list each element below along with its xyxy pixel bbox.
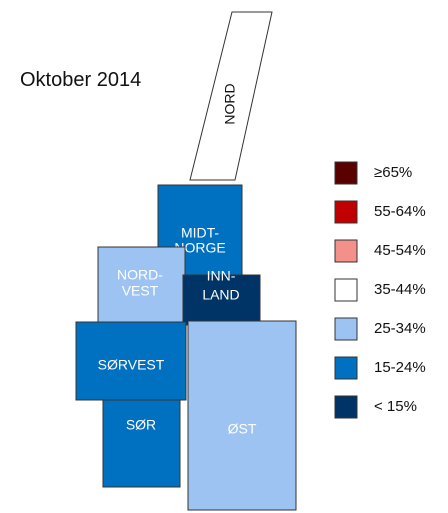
legend-label: 35-44% xyxy=(374,281,426,298)
legend-label: < 15% xyxy=(374,398,417,415)
legend-label: 45-54% xyxy=(374,242,426,259)
region-label: SØR xyxy=(126,417,156,433)
legend-label: 15-24% xyxy=(374,359,426,376)
legend-label: ≥65% xyxy=(374,164,412,181)
region-label: LAND xyxy=(202,287,239,303)
region-label: NORD- xyxy=(117,267,163,283)
legend-swatch xyxy=(334,395,358,419)
region-label: SØRVEST xyxy=(98,357,165,373)
region-label: NORD xyxy=(222,83,238,124)
legend-swatch xyxy=(334,356,358,380)
map-title: Oktober 2014 xyxy=(20,69,141,91)
legend-swatch xyxy=(334,239,358,263)
region-label: INN- xyxy=(207,268,236,284)
legend-swatch xyxy=(334,200,358,224)
legend-label: 25-34% xyxy=(374,320,426,337)
legend-swatch xyxy=(334,317,358,341)
region-midt-norge xyxy=(157,184,243,281)
legend-swatch xyxy=(334,278,358,302)
legend-label: 55-64% xyxy=(374,203,426,220)
region-nord-vest xyxy=(97,246,186,328)
legend: ≥65% 55-64% 45-54% 35-44% 25-34% 15-24% < 15% xyxy=(334,161,426,419)
region-sorvest xyxy=(75,321,187,401)
region-label: MIDT- xyxy=(181,225,219,241)
region-label: NORGE xyxy=(174,240,225,256)
region-nord xyxy=(189,11,273,181)
region-label: VEST xyxy=(122,283,159,299)
region-sor xyxy=(102,399,181,488)
legend-swatch xyxy=(334,161,358,185)
region-label: ØST xyxy=(228,421,257,437)
region-ost xyxy=(187,320,297,511)
